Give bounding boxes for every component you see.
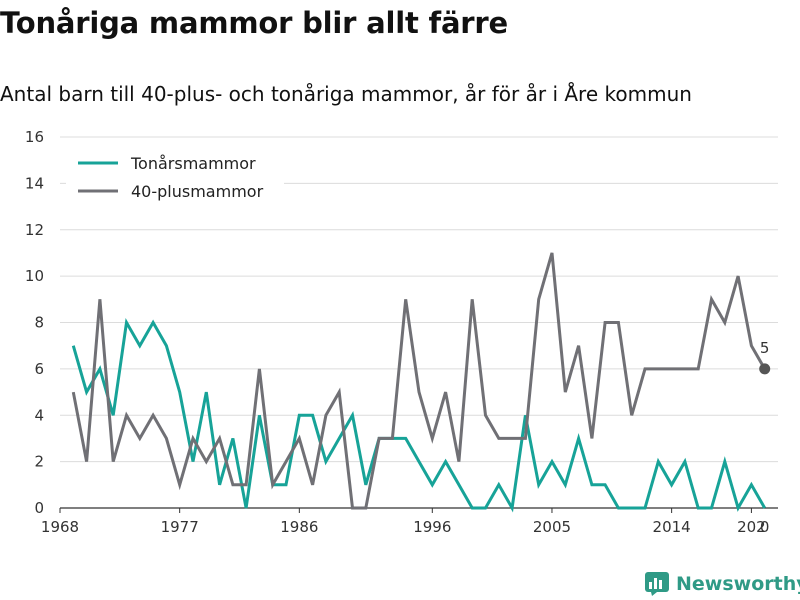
y-tick-label: 4 [34,406,44,424]
brand-logo: Newsworthy [645,570,800,598]
end-point-marker [759,363,771,375]
x-tick-label: 1968 [41,518,79,536]
y-tick-label: 12 [25,221,44,239]
legend-label: 40-plusmammor [131,182,264,201]
y-tick-label: 0 [34,499,44,517]
legend: Tonårsmammor 40-plusmammor [66,146,284,212]
series-line-tonarsmammor [71,317,767,513]
chart-subtitle: Antal barn till 40-plus- och tonåriga ma… [0,82,692,106]
x-tick-label: 202 [737,518,766,536]
newsworthy-logo-icon [645,572,669,596]
x-tick-label: 1986 [280,518,318,536]
x-tick-label: 2014 [653,518,691,536]
legend-background [66,146,284,212]
x-tick-label: 1977 [161,518,199,536]
y-tick-label: 10 [25,267,44,285]
brand-name: Newsworthy [676,573,800,595]
legend-label: Tonårsmammor [130,154,256,173]
y-tick-label: 14 [25,174,44,192]
y-tick-label: 8 [34,314,44,332]
y-tick-label: 6 [34,360,44,378]
end-value-label: 0 [760,518,770,536]
x-tick-label: 1996 [413,518,451,536]
y-tick-label: 2 [34,453,44,471]
end-value-label: 5 [760,339,770,357]
chart-title: Tonåriga mammor blir allt färre [0,6,508,40]
series-line-40-plusmammor [71,252,767,510]
y-tick-label: 16 [25,128,44,146]
x-tick-label: 2005 [533,518,571,536]
